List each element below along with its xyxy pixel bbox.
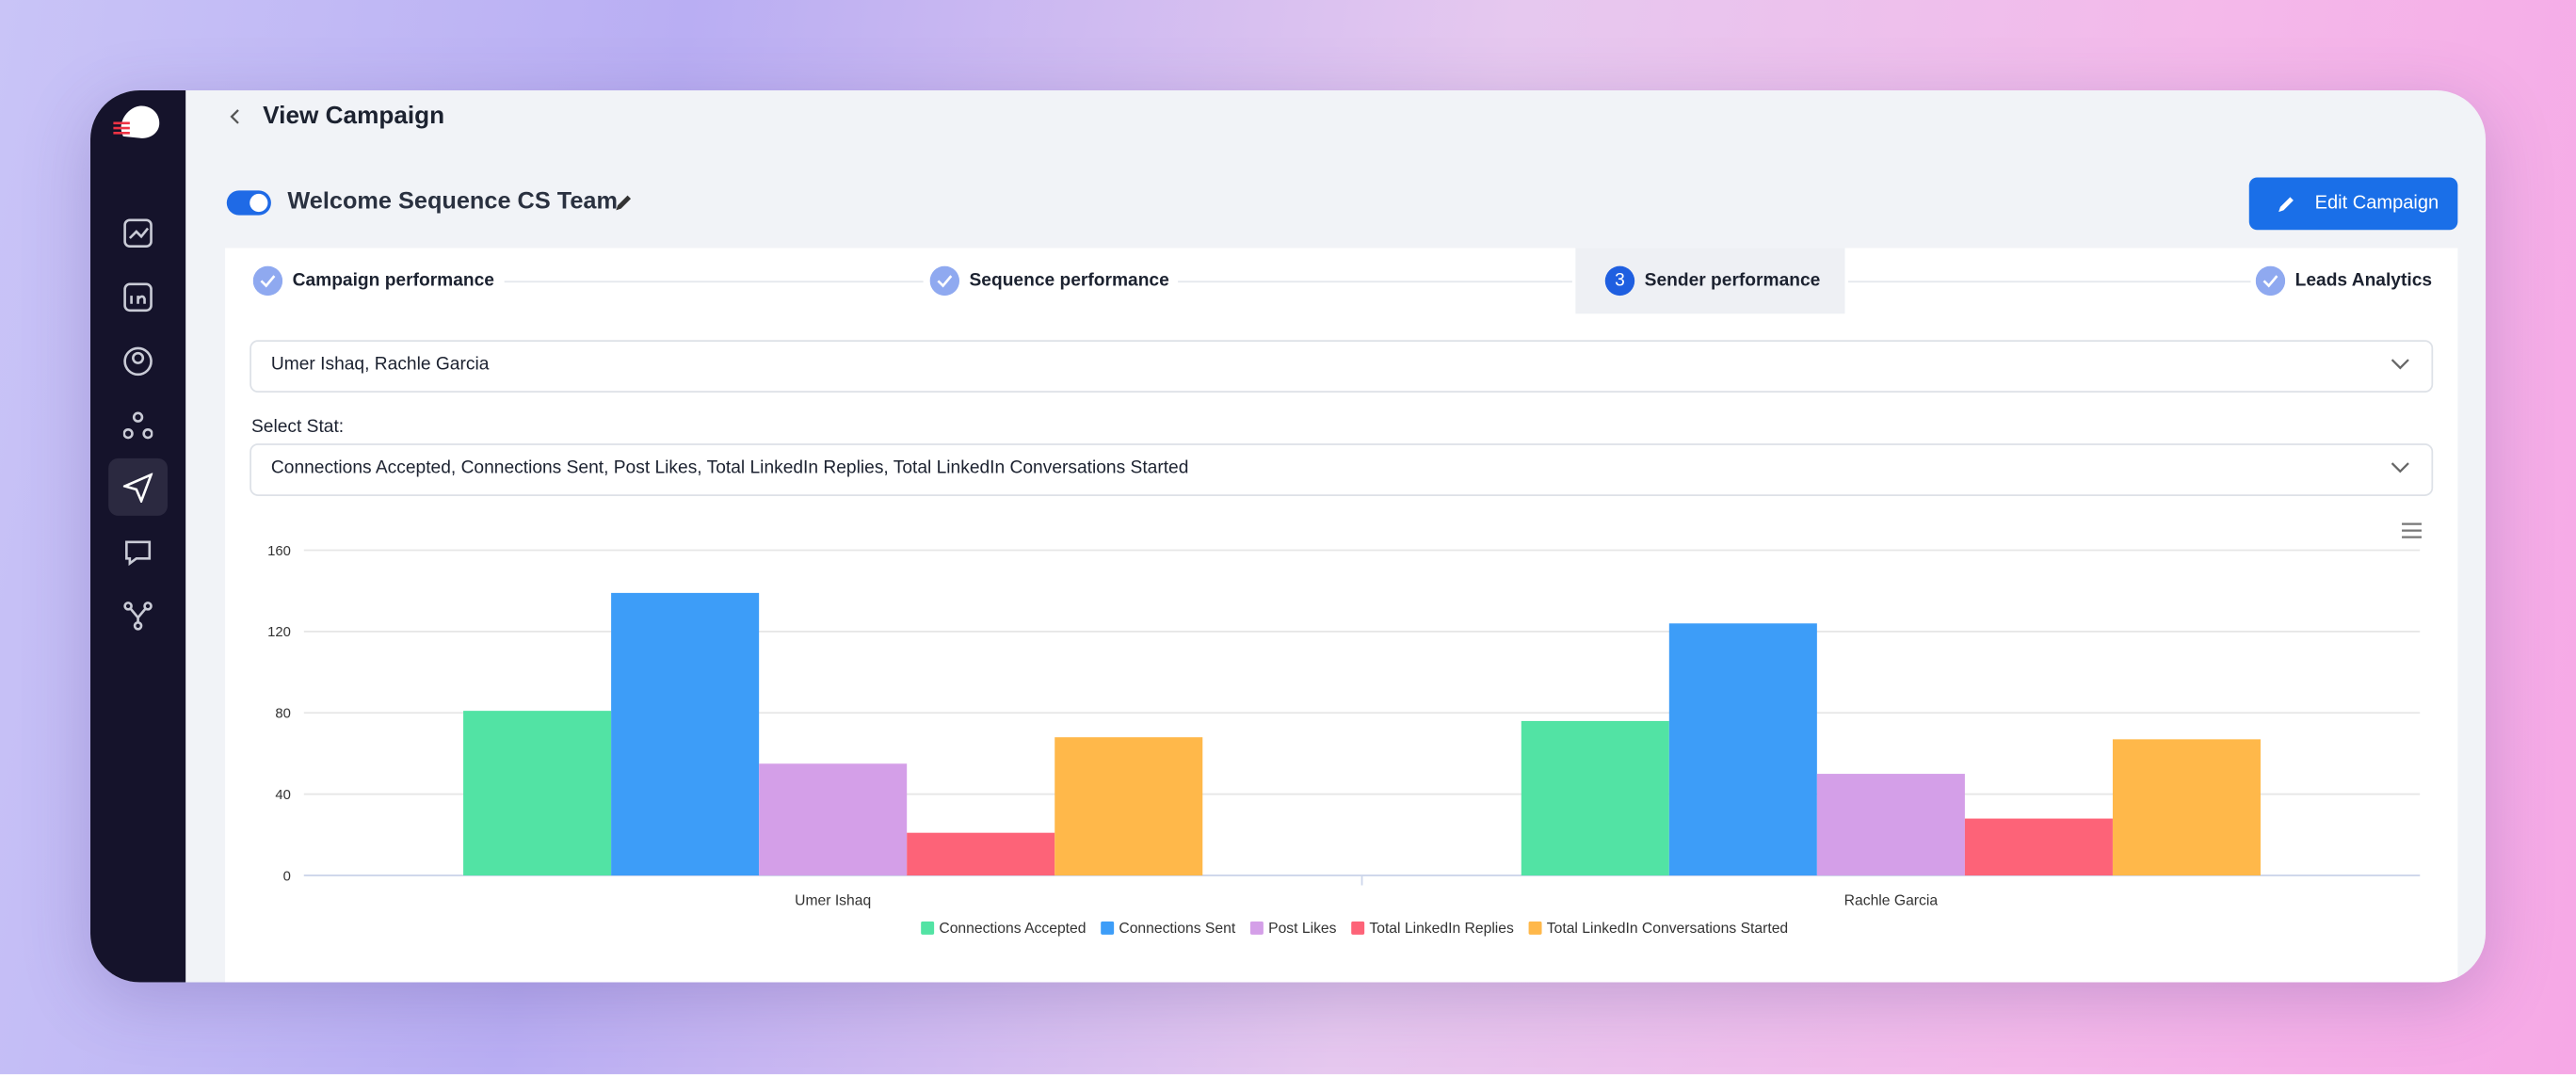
bar — [1055, 737, 1203, 876]
sender-select[interactable]: Umer Ishaq, Rachle Garcia — [250, 340, 2434, 393]
y-tick-label: 160 — [267, 544, 291, 559]
y-tick-label: 120 — [267, 625, 291, 640]
y-tick-label: 0 — [283, 869, 291, 884]
legend-item[interactable]: Total LinkedIn Replies — [1351, 921, 1514, 937]
stat-select[interactable]: Connections Accepted, Connections Sent, … — [250, 443, 2434, 496]
legend-swatch — [1101, 921, 1115, 935]
step-label[interactable]: Leads Analytics — [2294, 270, 2433, 291]
network-icon[interactable] — [122, 410, 153, 440]
x-tick-label: Rachle Garcia — [1844, 892, 1939, 908]
legend-label: Total LinkedIn Conversations Started — [1547, 921, 1788, 937]
step-label[interactable]: Sender performance — [1644, 270, 1821, 291]
edit-icon — [2278, 197, 2294, 213]
bar — [759, 763, 908, 876]
legend-label: Post Likes — [1268, 921, 1337, 937]
bar — [1816, 774, 1965, 876]
performance-panel: Campaign performance Sequence performanc… — [225, 248, 2458, 983]
y-tick-label: 40 — [275, 788, 291, 803]
campaign-icon[interactable] — [122, 473, 153, 503]
bar — [2112, 739, 2261, 876]
stat-label: Select Stat: — [250, 417, 345, 438]
messages-icon[interactable] — [123, 538, 153, 567]
legend-swatch — [1351, 921, 1365, 935]
bar — [907, 832, 1055, 876]
step-connector — [1178, 281, 1572, 283]
sidebar — [89, 89, 186, 983]
app-window: View Campaign Welcome Sequence CS Team E… — [89, 89, 2487, 983]
legend-label: Total LinkedIn Replies — [1369, 921, 1514, 937]
campaign-name: Welcome Sequence CS Team — [287, 188, 618, 216]
profile-icon[interactable] — [123, 346, 153, 377]
step-label[interactable]: Campaign performance — [292, 270, 501, 291]
legend-swatch — [921, 921, 935, 935]
legend-item[interactable]: Connections Accepted — [921, 921, 1086, 937]
step-check — [252, 265, 283, 297]
bar — [1964, 818, 2113, 876]
bar — [463, 711, 612, 876]
legend-label: Connections Sent — [1119, 921, 1235, 937]
y-tick-label: 80 — [275, 707, 291, 722]
step-label[interactable]: Sequence performance — [969, 270, 1176, 291]
linkedin-icon[interactable] — [123, 282, 153, 313]
sender-select-value: Umer Ishaq, Rachle Garcia — [270, 354, 490, 375]
chevron — [2391, 359, 2409, 370]
edit-name-icon[interactable] — [613, 192, 635, 214]
edit-campaign-button[interactable]: Edit Campaign — [2248, 177, 2458, 231]
integrations-icon[interactable] — [123, 602, 153, 631]
logo[interactable] — [110, 100, 166, 142]
step-check — [929, 265, 960, 297]
bar — [1668, 623, 1817, 876]
edit-campaign-label: Edit Campaign — [2314, 193, 2439, 214]
legend-swatch — [1249, 921, 1264, 935]
active-nav-bg — [108, 457, 168, 516]
bar — [611, 592, 760, 876]
x-tick-label: Umer Ishaq — [795, 892, 871, 908]
legend-label: Connections Accepted — [939, 921, 1086, 937]
legend-item[interactable]: Post Likes — [1249, 921, 1337, 937]
chart-menu[interactable] — [2402, 522, 2422, 538]
step-number: 3 — [1604, 265, 1635, 297]
analytics-icon[interactable] — [123, 218, 153, 249]
legend-swatch — [1528, 921, 1542, 935]
bar — [1521, 720, 1669, 876]
toggle-knob — [250, 193, 268, 213]
page-title: View Campaign — [263, 102, 445, 130]
stat-select-value: Connections Accepted, Connections Sent, … — [270, 457, 1189, 478]
campaign-toggle[interactable] — [226, 190, 271, 216]
chart: 0 40 80 120 160 Umer Ishaq Rachle Garcia Connec… — [267, 522, 2422, 937]
chevron — [2391, 462, 2409, 473]
step-check — [2255, 265, 2286, 297]
legend-item[interactable]: Connections Sent — [1101, 921, 1236, 937]
legend-item[interactable]: Total LinkedIn Conversations Started — [1528, 921, 1789, 937]
back-button[interactable] — [227, 106, 243, 126]
legend: Connections Accepted Connections Sent Post… — [921, 921, 1788, 937]
step-connector — [1848, 281, 2251, 283]
step-connector — [504, 281, 924, 283]
